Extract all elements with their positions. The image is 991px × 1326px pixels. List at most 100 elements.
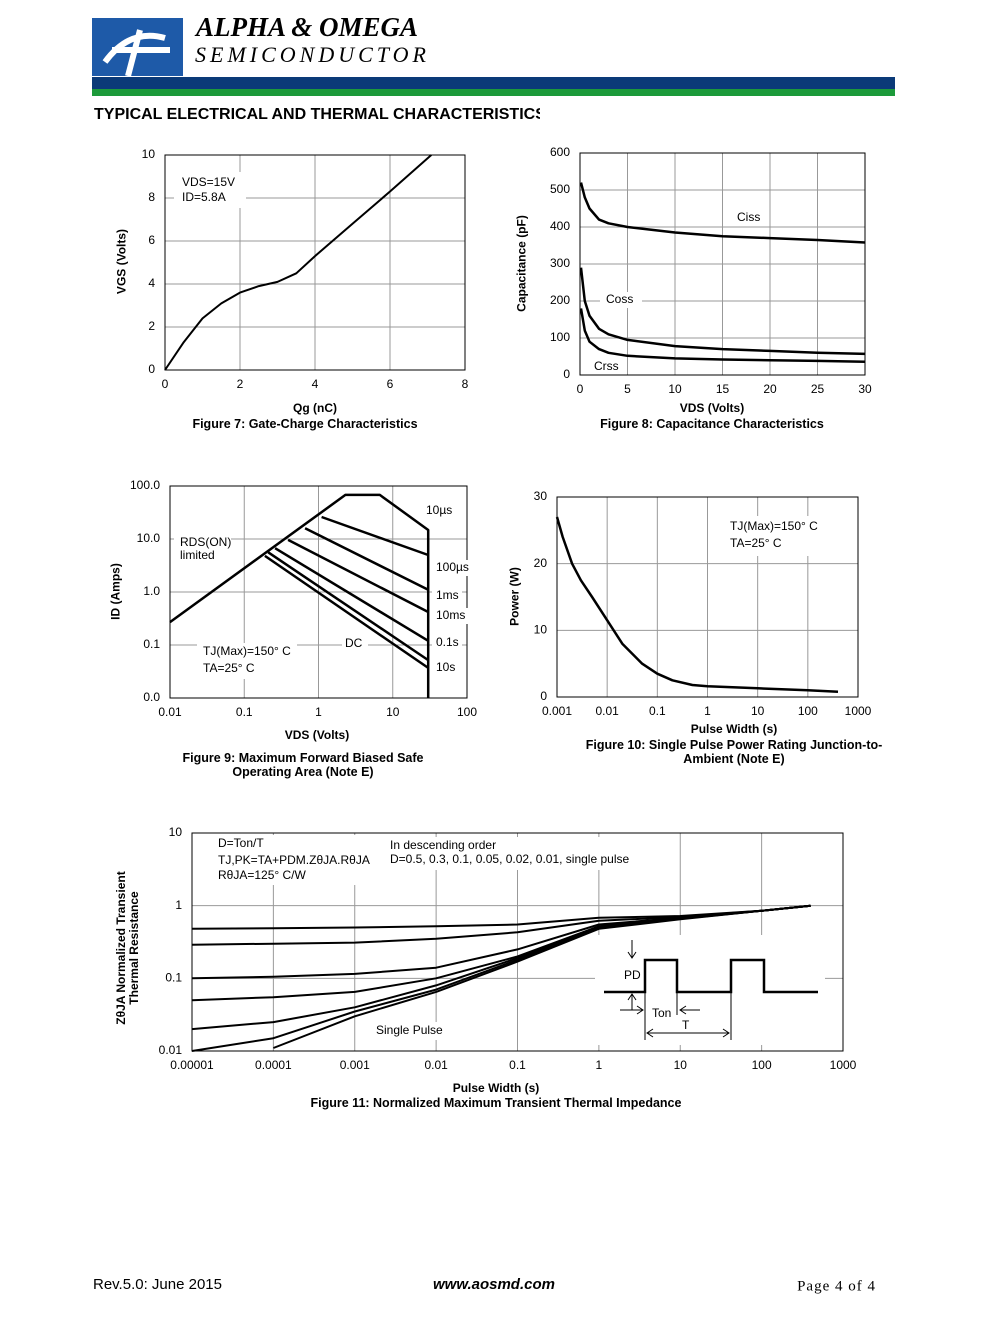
- label-box: [432, 660, 462, 676]
- y-tick-label: 600: [550, 145, 570, 159]
- y-axis-label: ID (Amps): [108, 563, 123, 620]
- x-tick-label: 100: [457, 705, 477, 719]
- inset-guides: [620, 940, 732, 1040]
- x-tick-label: 8: [462, 377, 469, 391]
- revision: Rev.5.0: June 2015: [93, 1276, 222, 1293]
- curve: [555, 516, 839, 693]
- x-tick-label: 0.00001: [170, 1058, 214, 1072]
- inset-box: [595, 935, 825, 1045]
- y-tick-label: 10.0: [137, 531, 161, 545]
- annotation: D=Ton/T: [218, 836, 264, 850]
- curve-label: 0.1s: [436, 635, 459, 649]
- x-tick-label: 10: [668, 382, 682, 396]
- x-tick-label: 25: [811, 382, 825, 396]
- y-tick-label: 10: [534, 623, 548, 637]
- x-tick-label: 0.01: [595, 704, 619, 718]
- figure-title: Figure 10: Single Pulse Power Rating Jun…: [585, 738, 883, 766]
- curve: [304, 527, 429, 591]
- y-tick-label: 10: [169, 825, 183, 839]
- header-bar: [92, 77, 895, 89]
- label-box: [432, 635, 462, 651]
- x-tick-label: 2: [237, 377, 244, 391]
- label-box: [212, 835, 370, 885]
- y-axis-label: Power (W): [507, 567, 522, 626]
- curve-label: Single Pulse: [376, 1023, 443, 1037]
- label-box: [384, 837, 676, 870]
- curve: [267, 551, 429, 662]
- y-tick-label: 400: [550, 219, 570, 233]
- curve: [579, 182, 866, 244]
- y-tick-label: 0.1: [143, 637, 160, 651]
- x-tick-label: 0.01: [424, 1058, 448, 1072]
- x-tick-label: 10: [751, 704, 765, 718]
- x-tick-label: 6: [387, 377, 394, 391]
- y-axis-label: VGS (Volts): [114, 228, 129, 295]
- x-axis-label: Pulse Width (s): [453, 1081, 540, 1095]
- x-axis-label: VDS (Volts): [285, 728, 349, 742]
- x-tick-label: 4: [312, 377, 319, 391]
- y-tick-label: 0.0: [143, 690, 160, 704]
- x-tick-label: 30: [858, 382, 872, 396]
- y-tick-label: 30: [534, 489, 548, 503]
- x-tick-label: 0.001: [340, 1058, 370, 1072]
- x-tick-label: 0.1: [236, 705, 253, 719]
- y-tick-label: 500: [550, 182, 570, 196]
- x-tick-label: 1: [315, 705, 322, 719]
- plot-border: [169, 485, 468, 699]
- curve: [274, 547, 429, 642]
- inset-label: Ton: [652, 1006, 671, 1020]
- x-tick-label: 5: [624, 382, 631, 396]
- label-box: [432, 588, 462, 604]
- annotation: ID=5.8A: [182, 190, 226, 204]
- label-box: [600, 292, 642, 308]
- curve: [579, 308, 866, 363]
- y-tick-label: 0.1: [165, 971, 182, 985]
- label-box: [370, 1022, 452, 1040]
- inset-label: PD: [624, 968, 641, 982]
- y-tick-label: 1.0: [143, 584, 160, 598]
- annotation: limited: [180, 548, 215, 562]
- figure-title: Figure 8: Capacitance Characteristics: [600, 417, 824, 431]
- annotation: VDS=15V: [182, 175, 235, 189]
- y-tick-label: 0: [563, 367, 570, 381]
- curve-label: 1ms: [436, 588, 459, 602]
- x-axis-label: Pulse Width (s): [691, 722, 778, 736]
- annotation: TJ,PK=TA+PDM.ZθJA.RθJA: [218, 853, 370, 867]
- x-tick-label: 1: [704, 704, 711, 718]
- label-box: [432, 560, 472, 576]
- curve: [321, 515, 429, 557]
- label-box: [342, 636, 368, 652]
- y-axis-label: Capacitance (pF): [514, 215, 529, 312]
- y-tick-label: 4: [148, 276, 155, 290]
- inset-label: T: [682, 1018, 690, 1032]
- annotation: RDS(ON): [180, 535, 231, 549]
- x-tick-label: 0.1: [509, 1058, 526, 1072]
- curve-label: Crss: [594, 359, 619, 373]
- figure-title: Figure 7: Gate-Charge Characteristics: [192, 417, 418, 431]
- y-tick-label: 0.01: [159, 1043, 183, 1057]
- x-tick-label: 100: [752, 1058, 772, 1072]
- x-tick-label: 0.001: [542, 704, 572, 718]
- x-tick-label: 0.01: [158, 705, 182, 719]
- annotation: TJ(Max)=150° C: [730, 519, 818, 533]
- x-tick-label: 0.0001: [255, 1058, 292, 1072]
- y-tick-label: 6: [148, 233, 155, 247]
- label-box: [432, 608, 470, 624]
- annotation: D=0.5, 0.3, 0.1, 0.05, 0.02, 0.01, singl…: [390, 852, 629, 866]
- curve-label: 10µs: [426, 503, 452, 517]
- annotation: TA=25° C: [203, 661, 255, 675]
- curve-label: 10ms: [436, 608, 465, 622]
- curve-label: 100µs: [436, 560, 469, 574]
- label-box: [425, 503, 457, 519]
- x-tick-label: 1000: [830, 1058, 857, 1072]
- figure-title: Figure 11: Normalized Maximum Transient …: [310, 1096, 682, 1110]
- curve: [169, 493, 430, 698]
- x-tick-label: 100: [798, 704, 818, 718]
- annotation: In descending order: [390, 838, 496, 852]
- y-tick-label: 100.0: [130, 478, 160, 492]
- page-number: Page 4 of 4: [797, 1278, 876, 1294]
- annotation: TA=25° C: [730, 536, 782, 550]
- label-box: [174, 534, 231, 564]
